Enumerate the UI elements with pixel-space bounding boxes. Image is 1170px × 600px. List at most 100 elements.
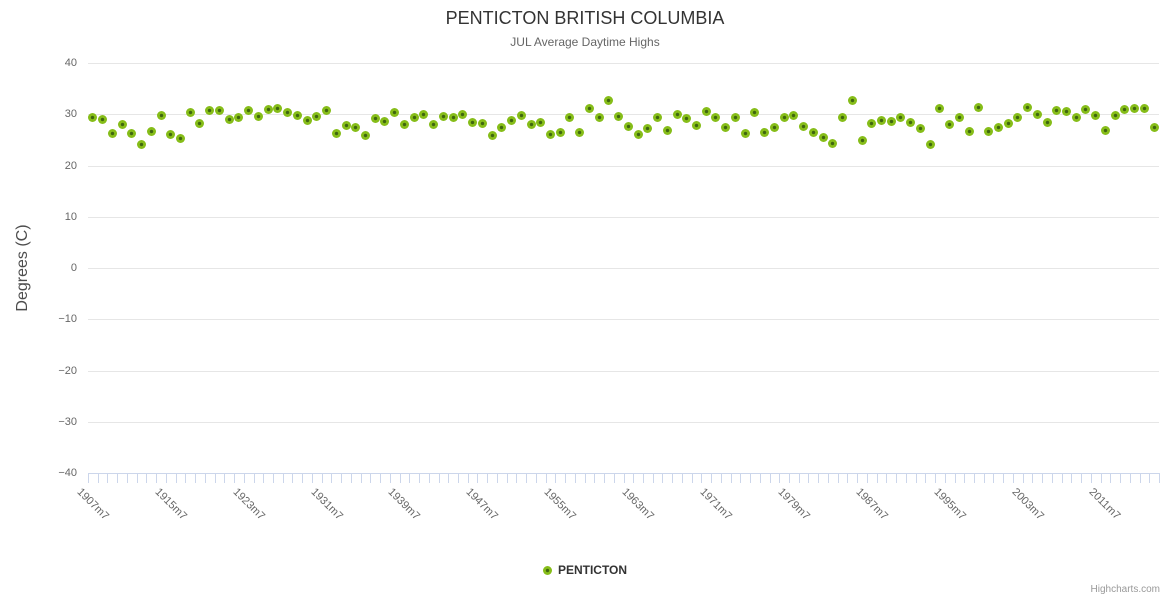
data-point[interactable] [536, 117, 546, 127]
data-point[interactable] [945, 120, 955, 129]
data-point[interactable] [253, 112, 263, 122]
data-point[interactable] [331, 129, 341, 139]
data-point[interactable] [838, 113, 848, 123]
data-point[interactable] [730, 113, 740, 123]
data-point[interactable] [954, 112, 964, 122]
data-point[interactable] [682, 114, 692, 124]
data-point[interactable] [166, 130, 176, 140]
data-point[interactable] [1110, 111, 1120, 121]
data-point[interactable] [643, 123, 653, 133]
data-point[interactable] [1052, 106, 1062, 116]
data-point[interactable] [623, 121, 633, 131]
data-point[interactable] [458, 110, 468, 120]
data-point[interactable] [711, 113, 721, 123]
data-point[interactable] [341, 120, 351, 130]
data-point[interactable] [584, 103, 594, 113]
data-point[interactable] [263, 105, 273, 115]
data-point[interactable] [360, 131, 370, 141]
highcharts-credits-link[interactable]: Highcharts.com [1090, 584, 1160, 595]
data-point[interactable] [146, 127, 156, 137]
data-point[interactable] [769, 122, 779, 132]
data-point[interactable] [1100, 126, 1110, 136]
data-point[interactable] [896, 113, 906, 123]
data-point[interactable] [993, 122, 1003, 132]
data-point[interactable] [604, 95, 614, 105]
data-point[interactable] [545, 130, 555, 140]
data-point[interactable] [156, 111, 166, 121]
data-point[interactable] [526, 120, 536, 129]
data-point[interactable] [799, 121, 809, 131]
data-point[interactable] [555, 127, 565, 137]
data-point[interactable] [779, 113, 789, 123]
data-point[interactable] [283, 108, 293, 118]
data-point[interactable] [205, 106, 215, 116]
data-point[interactable] [877, 115, 886, 125]
data-point[interactable] [380, 116, 390, 126]
data-point[interactable] [1149, 122, 1159, 132]
data-point[interactable] [886, 116, 896, 126]
data-point[interactable] [468, 117, 478, 127]
data-point[interactable] [818, 132, 828, 142]
data-point[interactable] [137, 139, 147, 149]
data-point[interactable] [760, 127, 770, 137]
data-point[interactable] [429, 120, 439, 129]
data-point[interactable] [88, 113, 98, 123]
data-point[interactable] [127, 129, 137, 139]
data-point[interactable] [516, 111, 526, 121]
data-point[interactable] [594, 112, 604, 122]
data-point[interactable] [974, 102, 984, 112]
data-point[interactable] [906, 117, 916, 127]
data-point[interactable] [1130, 103, 1140, 113]
data-point[interactable] [370, 113, 380, 123]
data-point[interactable] [750, 108, 760, 118]
data-point[interactable] [438, 112, 448, 122]
data-point[interactable] [390, 107, 400, 117]
data-point[interactable] [1042, 117, 1052, 127]
data-point[interactable] [633, 130, 643, 140]
data-point[interactable] [214, 105, 224, 115]
data-point[interactable] [740, 129, 750, 139]
data-point[interactable] [662, 125, 672, 135]
data-point[interactable] [477, 118, 487, 128]
data-point[interactable] [614, 111, 624, 121]
data-point[interactable] [224, 115, 234, 125]
data-point[interactable] [857, 135, 867, 145]
data-point[interactable] [935, 103, 945, 113]
data-point[interactable] [1032, 110, 1042, 120]
data-point[interactable] [409, 112, 419, 122]
data-point[interactable] [789, 111, 799, 121]
data-point[interactable] [98, 114, 108, 124]
data-point[interactable] [964, 126, 974, 136]
data-point[interactable] [195, 119, 205, 129]
data-point[interactable] [351, 122, 361, 132]
data-point[interactable] [292, 111, 302, 121]
data-point[interactable] [1071, 112, 1081, 122]
data-point[interactable] [1139, 103, 1149, 113]
data-point[interactable] [653, 112, 663, 122]
data-point[interactable] [867, 119, 877, 129]
data-point[interactable] [925, 139, 935, 149]
data-point[interactable] [185, 108, 195, 118]
data-point[interactable] [847, 95, 857, 105]
data-point[interactable] [575, 128, 585, 138]
data-point[interactable] [448, 113, 458, 123]
data-point[interactable] [1003, 119, 1013, 129]
data-point[interactable] [117, 120, 127, 129]
data-point[interactable] [497, 122, 507, 132]
data-point[interactable] [419, 110, 429, 120]
data-point[interactable] [721, 122, 731, 132]
data-point[interactable] [273, 103, 283, 113]
data-point[interactable] [672, 110, 682, 120]
data-point[interactable] [701, 106, 711, 116]
data-point[interactable] [312, 112, 322, 122]
legend-item-penticton[interactable]: PENTICTON [0, 563, 1170, 577]
data-point[interactable] [808, 127, 818, 137]
data-point[interactable] [1023, 102, 1033, 112]
data-point[interactable] [1081, 104, 1091, 114]
data-point[interactable] [1013, 113, 1023, 123]
data-point[interactable] [302, 115, 312, 125]
data-point[interactable] [107, 129, 117, 139]
data-point[interactable] [322, 106, 332, 116]
data-point[interactable] [244, 106, 254, 116]
data-point[interactable] [1091, 111, 1101, 121]
